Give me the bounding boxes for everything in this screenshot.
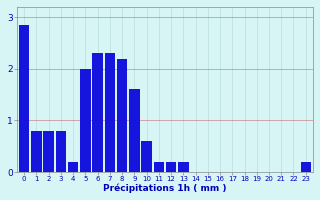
Bar <box>117 59 127 172</box>
Bar <box>80 69 91 172</box>
Bar <box>56 131 66 172</box>
Bar <box>154 162 164 172</box>
Bar <box>141 141 152 172</box>
Bar <box>129 89 140 172</box>
Bar <box>105 53 115 172</box>
Bar <box>166 162 176 172</box>
Bar <box>31 131 42 172</box>
Bar <box>300 162 311 172</box>
Bar <box>44 131 54 172</box>
Bar <box>68 162 78 172</box>
X-axis label: Précipitations 1h ( mm ): Précipitations 1h ( mm ) <box>103 184 227 193</box>
Bar <box>19 25 29 172</box>
Bar <box>178 162 188 172</box>
Bar <box>92 53 103 172</box>
